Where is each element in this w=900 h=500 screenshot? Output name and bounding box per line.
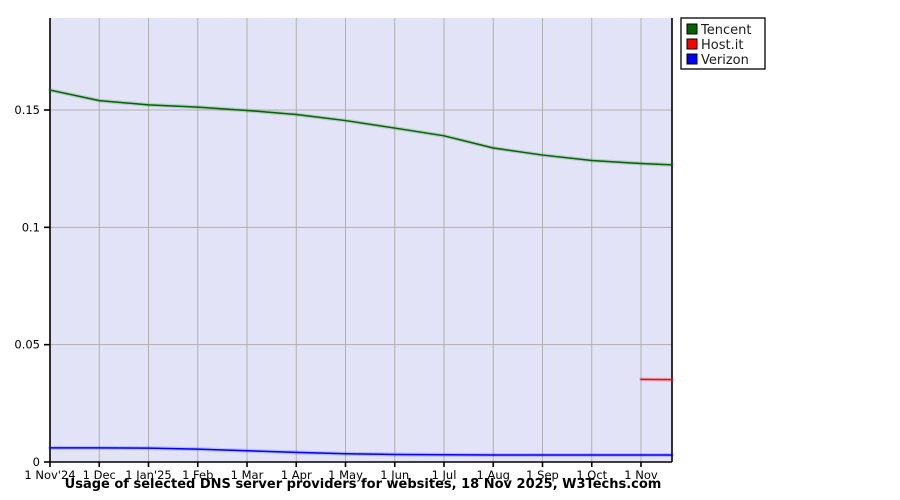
y-tick-label: 0 [33,455,40,469]
data-series-layer [48,88,674,457]
x-tick-label: 1 Oct [576,468,607,482]
legend-label-hostit: Host.it [701,38,743,53]
plot-area-background [50,18,672,462]
series-line-tencent [49,89,673,166]
legend-label-tencent: Tencent [700,23,751,38]
horizontal-gridlines [50,109,672,346]
y-tick-label: 0.1 [22,220,40,234]
x-tick-label: 1 Feb [182,468,213,482]
x-tick-label: 1 Sep [526,468,559,482]
legend-swatch-hostit [686,38,698,50]
series-line-verizon [49,447,673,456]
x-tick-label: 1 Jun [380,468,409,482]
y-tick-label: 0.05 [14,338,40,352]
x-tick-label: 1 Nov [624,468,658,482]
x-tick-label: 1 May [328,468,363,482]
chart-caption: Usage of selected DNS server providers f… [65,477,662,492]
x-tick-label: 1 Jan'25 [125,468,172,482]
x-axis-ticks: 1 Nov'24 1 Dec 1 Jan'25 1 Feb 1 Mar 1 Apr 1 Ma… [24,462,658,482]
legend-swatch-tencent [686,23,698,35]
legend-label-verizon: Verizon [701,53,749,68]
x-tick-label: 1 Nov'24 [24,468,75,482]
y-axis-ticks: 0 0.05 0.1 0.15 [14,103,50,469]
x-tick-label: 1 Mar [231,468,264,482]
y-tick-label: 0.15 [14,103,40,117]
x-tick-label: 1 Dec [83,468,116,482]
x-tick-label: 1 Apr [281,468,312,482]
x-tick-label: 1 Jul [432,468,457,482]
x-tick-label: 1 Aug [477,468,510,482]
vertical-gridlines [98,18,642,462]
legend-swatch-verizon [686,53,698,65]
